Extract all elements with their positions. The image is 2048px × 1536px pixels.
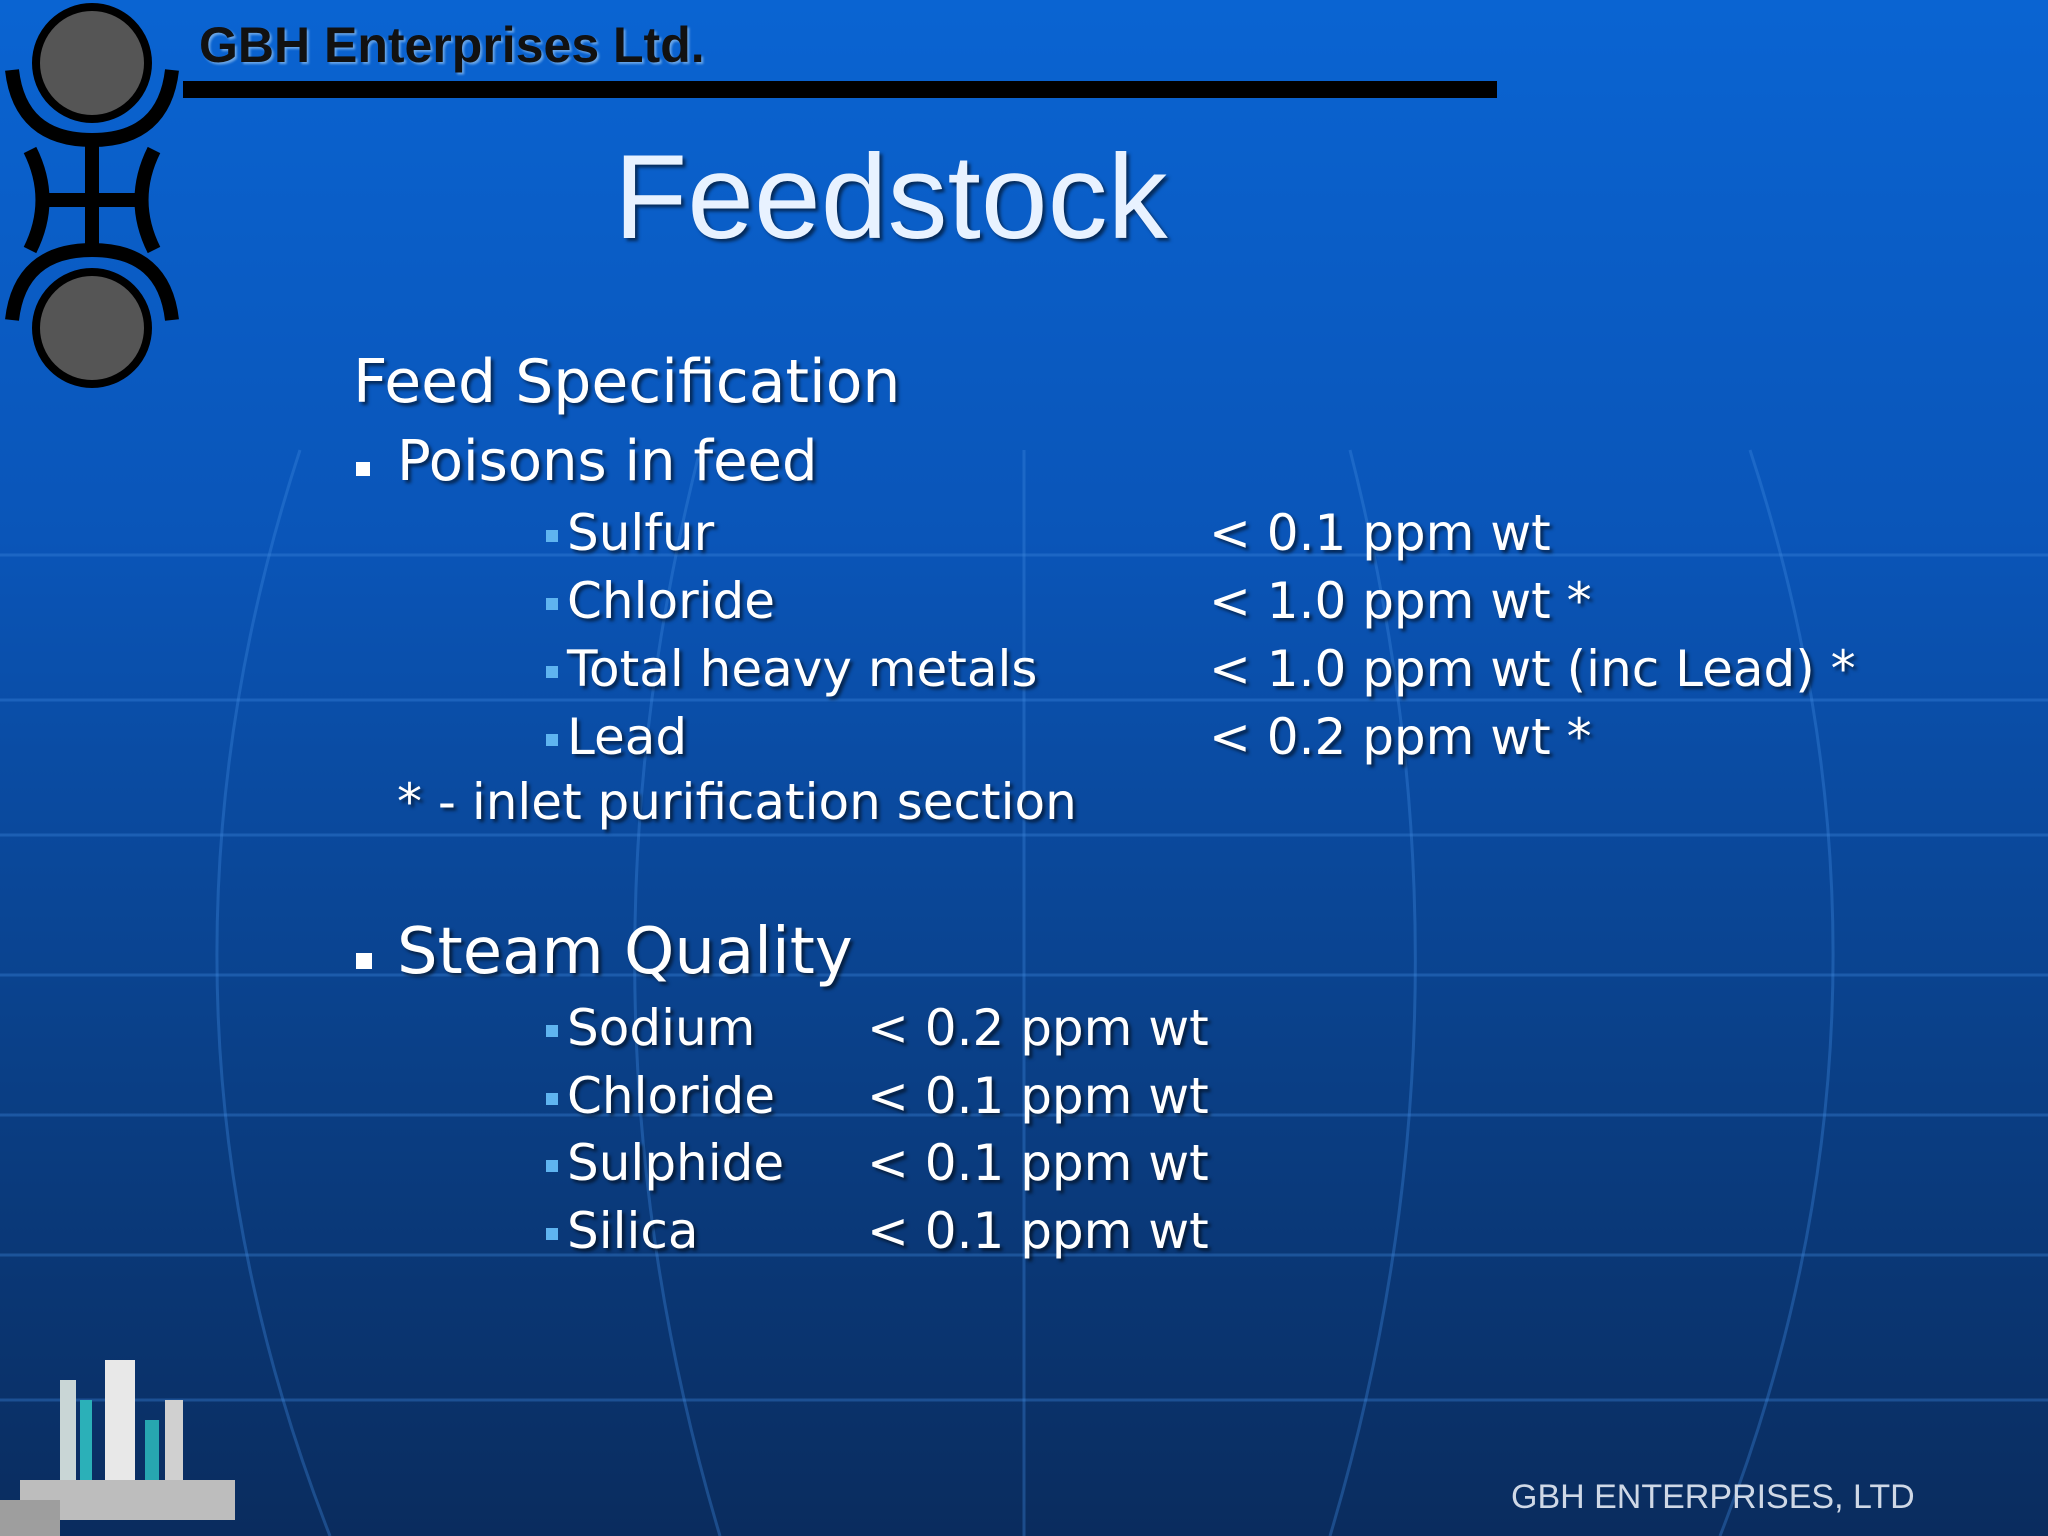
item-limit: < 0.1 ppm wt	[867, 1066, 1209, 1125]
sub-bullet	[546, 598, 558, 610]
sub-bullet	[546, 1092, 558, 1105]
plant-illustration	[0, 1360, 235, 1536]
item-name: Sulfur	[567, 504, 715, 562]
bullet-text: Steam Quality	[397, 915, 853, 989]
item-name: Sulphide	[567, 1134, 785, 1192]
item-limit: < 0.2 ppm wt *	[1209, 708, 1592, 766]
item-name: Sodium	[567, 999, 756, 1057]
item-name: Silica	[567, 1201, 699, 1260]
sub-bullet	[546, 530, 558, 542]
sub-bullet	[546, 666, 558, 678]
item-name: Total heavy metals	[567, 640, 1038, 698]
bullet	[356, 462, 370, 476]
item-name: Chloride	[567, 572, 776, 630]
item-limit: < 0.2 ppm wt	[867, 999, 1209, 1057]
header-rule	[183, 81, 1497, 98]
bullet	[356, 953, 372, 969]
item-limit: < 1.0 ppm wt (inc Lead) *	[1209, 640, 1856, 698]
item-name: Chloride	[567, 1066, 776, 1125]
sub-bullet	[546, 1025, 558, 1037]
item-limit: < 0.1 ppm wt	[1209, 504, 1551, 562]
section-heading: Feed Specification	[353, 347, 901, 417]
footnote: * - inlet purification section	[397, 773, 1077, 831]
item-limit: < 0.1 ppm wt	[867, 1134, 1209, 1192]
bullet-text: Poisons in feed	[397, 429, 818, 494]
company-name: GBH Enterprises Ltd.	[199, 17, 705, 73]
sub-bullet	[546, 1160, 558, 1172]
item-name: Lead	[567, 708, 688, 766]
sub-bullet	[546, 734, 558, 746]
item-limit: < 1.0 ppm wt *	[1209, 572, 1592, 630]
slide-title: Feedstock	[614, 130, 1168, 264]
sub-bullet	[546, 1227, 558, 1240]
item-limit: < 0.1 ppm wt	[867, 1201, 1209, 1260]
footer-text: GBH ENTERPRISES, LTD	[1511, 1478, 1915, 1516]
logo	[5, 3, 179, 388]
